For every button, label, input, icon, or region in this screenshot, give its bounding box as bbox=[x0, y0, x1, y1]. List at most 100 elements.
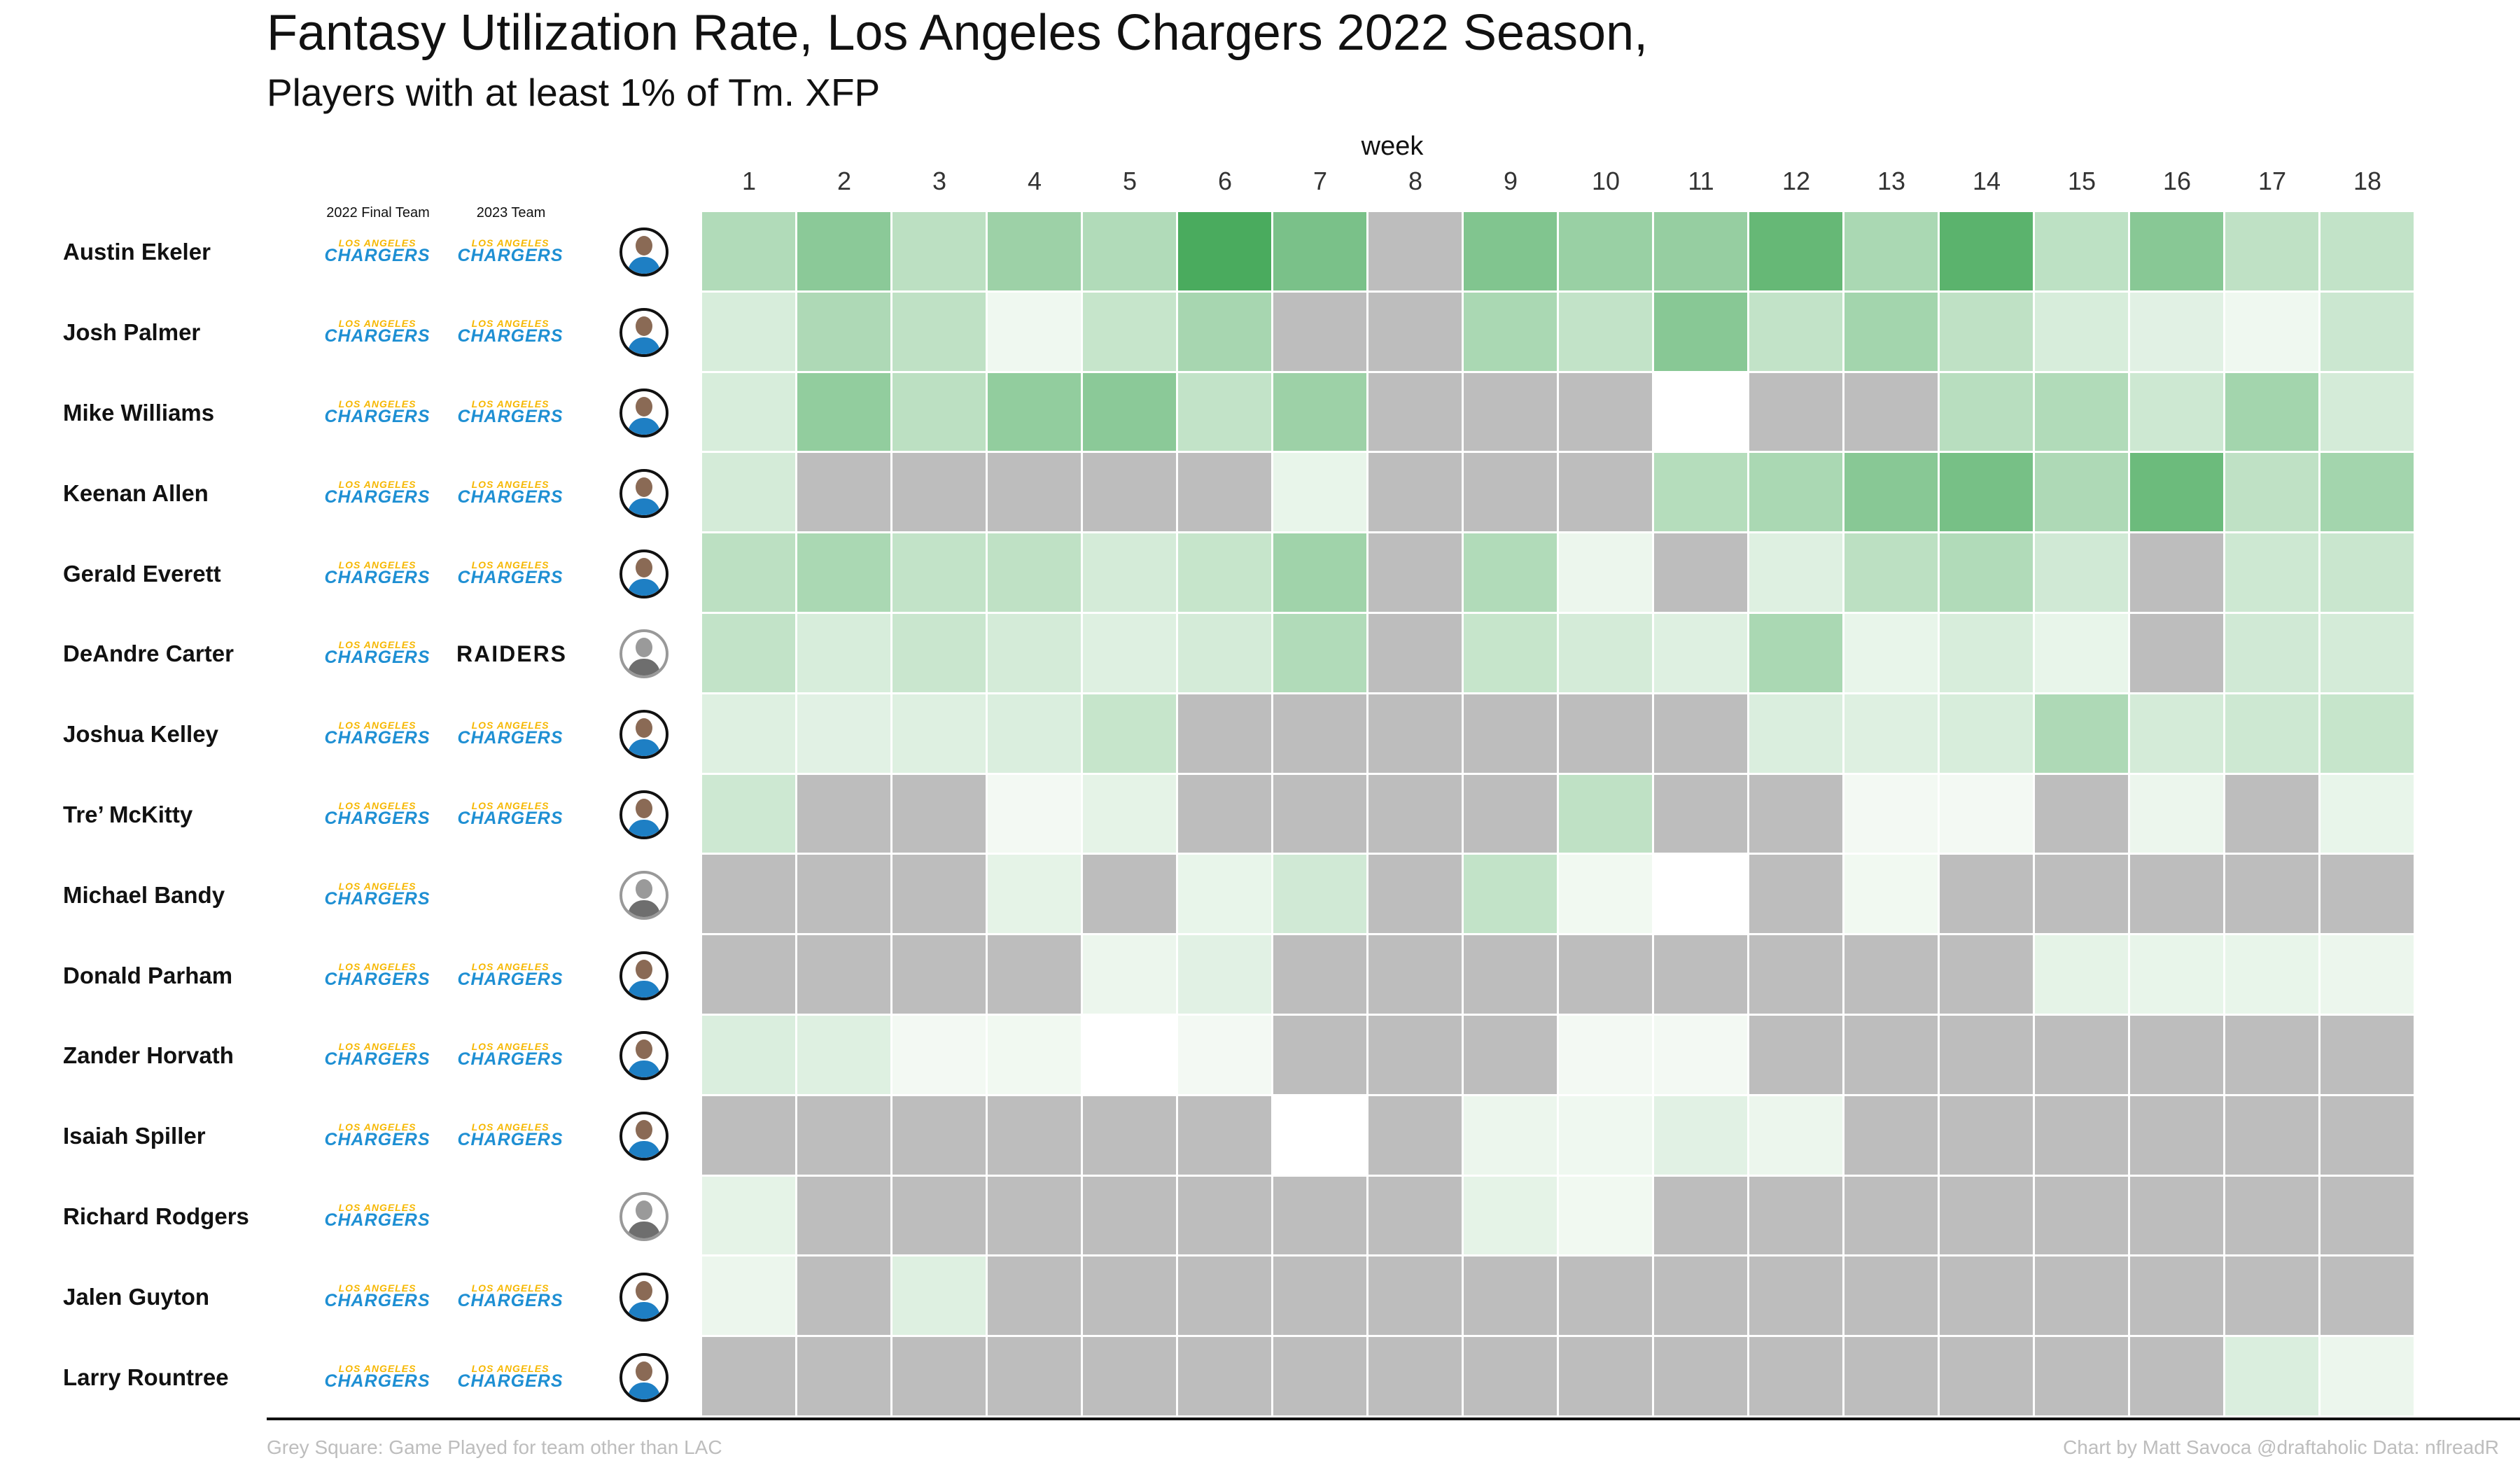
player-name: Jalen Guyton bbox=[63, 1283, 210, 1310]
heatmap-cell bbox=[2320, 1096, 2416, 1177]
heatmap-cell bbox=[2130, 774, 2225, 855]
heatmap-cell bbox=[1083, 533, 1178, 614]
heatmap-cell bbox=[892, 694, 988, 775]
heatmap-cell bbox=[1844, 453, 1940, 534]
heatmap-cell bbox=[2035, 614, 2130, 694]
player-headshot-icon bbox=[620, 308, 668, 358]
chargers-logo-icon: LOS ANGELES CHARGERS bbox=[324, 639, 430, 668]
week-tick-label: 17 bbox=[2258, 167, 2287, 195]
week-tick-label: 7 bbox=[1312, 167, 1328, 195]
heatmap-cell bbox=[1368, 855, 1464, 936]
heatmap-cell bbox=[2225, 694, 2320, 775]
week-tick-label: 4 bbox=[1027, 167, 1042, 195]
player-headshot-icon bbox=[620, 790, 668, 839]
heatmap-cell bbox=[1749, 1016, 1844, 1096]
player-headshot-icon bbox=[620, 1192, 668, 1241]
heatmap-cell bbox=[1464, 533, 1559, 614]
x-axis-title-text: week bbox=[1361, 132, 1424, 161]
heatmap-cell bbox=[702, 694, 797, 775]
heatmap-cell bbox=[1178, 774, 1273, 855]
heatmap-cell bbox=[1178, 1016, 1273, 1096]
week-tick-label: 9 bbox=[1503, 167, 1518, 195]
heatmap-cell bbox=[1083, 774, 1178, 855]
heatmap-cell bbox=[2035, 1337, 2130, 1418]
heatmap-cell bbox=[1178, 1096, 1273, 1177]
heatmap-cell bbox=[1940, 1016, 2035, 1096]
player-name: Michael Bandy bbox=[63, 881, 225, 908]
heatmap-cell bbox=[797, 774, 892, 855]
heatmap-cell bbox=[1940, 855, 2035, 936]
heatmap-cell bbox=[1273, 935, 1368, 1016]
heatmap-cell bbox=[1940, 453, 2035, 534]
heatmap-cell bbox=[1844, 1176, 1940, 1257]
heatmap-cell bbox=[2320, 774, 2416, 855]
heatmap-cell bbox=[988, 774, 1083, 855]
heatmap-cell bbox=[1464, 292, 1559, 373]
heatmap-cell bbox=[702, 533, 797, 614]
player-name: Donald Parham bbox=[63, 962, 233, 988]
heatmap-cell bbox=[1178, 614, 1273, 694]
player-headshot-icon bbox=[620, 870, 668, 920]
heatmap-cell bbox=[2320, 1016, 2416, 1096]
chargers-logo-icon: LOS ANGELES CHARGERS bbox=[457, 960, 564, 989]
heatmap-cell bbox=[1654, 935, 1749, 1016]
heatmap-cell bbox=[1464, 935, 1559, 1016]
chargers-logo-icon: LOS ANGELES CHARGERS bbox=[324, 1202, 430, 1230]
heatmap-cell bbox=[1559, 1176, 1654, 1257]
player-name: Zander Horvath bbox=[63, 1042, 234, 1069]
heatmap-cell bbox=[1844, 1256, 1940, 1338]
heatmap-cell bbox=[1844, 935, 1940, 1016]
player-name: Larry Rountree bbox=[63, 1364, 229, 1390]
heatmap-cell bbox=[988, 212, 1083, 293]
heatmap-cell bbox=[1178, 212, 1273, 293]
week-tick-label: 18 bbox=[2353, 167, 2382, 195]
heatmap-cell bbox=[988, 694, 1083, 775]
heatmap-cell bbox=[2035, 774, 2130, 855]
chargers-logo-icon: LOS ANGELES CHARGERS bbox=[324, 398, 430, 426]
heatmap-cell bbox=[702, 292, 797, 373]
heatmap-cell bbox=[1559, 1096, 1654, 1177]
heatmap-cell bbox=[2320, 694, 2416, 775]
player-headshot-icon bbox=[620, 227, 668, 277]
footnote-right: Chart by Matt Savoca @draftaholic Data: … bbox=[2063, 1436, 2499, 1458]
heatmap-cell bbox=[1464, 855, 1559, 936]
heatmap-cell bbox=[797, 212, 892, 293]
player-headshot-icon bbox=[620, 1272, 668, 1322]
heatmap-cell bbox=[797, 1096, 892, 1177]
heatmap-cell bbox=[1178, 855, 1273, 936]
chargers-logo-icon: LOS ANGELES CHARGERS bbox=[324, 1041, 430, 1070]
heatmap-cell bbox=[1749, 292, 1844, 373]
heatmap-cell bbox=[2320, 372, 2416, 454]
heatmap-cell bbox=[1273, 1176, 1368, 1257]
heatmap-cell bbox=[1654, 1096, 1749, 1177]
heatmap-cell bbox=[1083, 935, 1178, 1016]
heatmap-cell bbox=[1273, 212, 1368, 293]
heatmap-cell bbox=[1749, 453, 1844, 534]
heatmap-cell bbox=[1559, 694, 1654, 775]
heatmap-cell bbox=[797, 292, 892, 373]
chargers-logo-icon: LOS ANGELES CHARGERS bbox=[457, 1282, 564, 1310]
heatmap-cell bbox=[1368, 533, 1464, 614]
heatmap-cell bbox=[1273, 694, 1368, 775]
heatmap-cell bbox=[2130, 212, 2225, 293]
heatmap-cell bbox=[892, 1096, 988, 1177]
heatmap-cell bbox=[1749, 855, 1844, 936]
heatmap-cell bbox=[1559, 212, 1654, 293]
heatmap-cell bbox=[1749, 1256, 1844, 1338]
chargers-logo-icon: LOS ANGELES CHARGERS bbox=[457, 1121, 564, 1150]
heatmap-cell bbox=[892, 614, 988, 694]
heatmap-cell bbox=[2035, 694, 2130, 775]
heatmap-cell bbox=[2225, 533, 2320, 614]
heatmap-cell bbox=[1844, 774, 1940, 855]
heatmap-cell bbox=[1749, 533, 1844, 614]
chargers-logo-icon: LOS ANGELES CHARGERS bbox=[324, 478, 430, 507]
heatmap-cell bbox=[702, 372, 797, 454]
heatmap-cell bbox=[988, 614, 1083, 694]
heatmap-cell bbox=[2225, 292, 2320, 373]
heatmap-cell bbox=[1940, 1096, 2035, 1177]
heatmap-cell bbox=[1749, 1096, 1844, 1177]
heatmap-cell bbox=[988, 1176, 1083, 1257]
player-headshot-icon bbox=[620, 388, 668, 438]
player-name: Josh Palmer bbox=[63, 319, 201, 346]
week-tick-label: 3 bbox=[932, 167, 947, 195]
